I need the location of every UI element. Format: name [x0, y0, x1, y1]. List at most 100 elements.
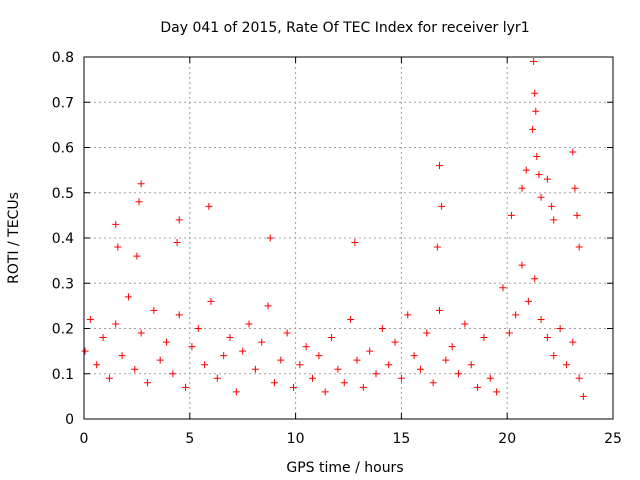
data-point [99, 334, 107, 342]
ticks-layer: 0 5 10 15 20 25 0 0.1 0.2 0.3 0.4 0.5 0.6 0.7 0.8 [52, 50, 622, 447]
y-tick-label: 0.1 [52, 367, 74, 383]
data-point [112, 220, 120, 228]
data-point [258, 338, 266, 346]
data-point [550, 352, 558, 360]
data-point [143, 379, 151, 387]
data-point [438, 202, 446, 210]
chart-title: Day 041 of 2015, Rate Of TEC Index for r… [160, 20, 529, 36]
y-tick-label: 0.6 [52, 141, 74, 157]
data-point [507, 211, 515, 219]
data-point [277, 356, 285, 364]
data-point [550, 216, 558, 224]
data-point [175, 311, 183, 319]
data-point [296, 361, 304, 369]
x-axis-label: GPS time / hours [286, 460, 403, 476]
data-point [302, 343, 310, 351]
data-point [461, 320, 469, 328]
data-point [535, 171, 543, 179]
data-point [175, 216, 183, 224]
x-tick-label: 5 [185, 431, 194, 447]
data-point [410, 352, 418, 360]
data-point [169, 370, 177, 378]
data-point [442, 356, 450, 364]
data-point [537, 315, 545, 323]
data-point [448, 343, 456, 351]
data-point [309, 374, 317, 382]
data-point [556, 325, 564, 332]
data-point [573, 211, 581, 219]
x-tick-label: 25 [604, 431, 622, 447]
data-point [505, 329, 513, 337]
data-point [351, 239, 359, 247]
y-tick-label: 0.8 [52, 50, 74, 66]
data-point [135, 198, 143, 206]
data-point [467, 361, 475, 369]
data-point [512, 311, 520, 319]
data-point [429, 379, 437, 387]
data-point [562, 361, 570, 369]
data-point [137, 180, 145, 188]
data-point [289, 383, 297, 391]
data-point [182, 383, 190, 391]
data-point [359, 383, 367, 391]
data-point [433, 243, 441, 251]
data-point [93, 361, 101, 369]
data-point [86, 315, 94, 323]
data-point [347, 315, 355, 323]
data-point [518, 261, 526, 269]
data-point [493, 388, 501, 396]
data-point [531, 89, 539, 97]
data-point [321, 388, 329, 396]
data-point [124, 293, 132, 301]
data-point [251, 365, 259, 373]
data-point [340, 379, 348, 387]
data-point [112, 320, 120, 328]
data-point [366, 347, 374, 355]
data-point [266, 234, 274, 242]
x-tick-label: 10 [287, 431, 305, 447]
data-point [156, 356, 164, 364]
y-tick-label: 0.2 [52, 322, 74, 338]
data-point [283, 329, 291, 337]
data-point [131, 365, 139, 373]
y-axis-label: ROTI / TECUs [6, 192, 22, 284]
data-point [105, 374, 113, 382]
data-point [575, 374, 583, 382]
data-point [270, 379, 278, 387]
data-point [530, 58, 538, 66]
data-point [372, 370, 380, 378]
series-0 [81, 261, 587, 400]
data-points-layer [81, 58, 587, 400]
data-point [455, 370, 463, 378]
x-tick-label: 15 [392, 431, 410, 447]
data-point [133, 252, 141, 260]
data-point [114, 243, 122, 251]
data-point [543, 175, 551, 183]
data-point [524, 297, 532, 305]
data-point [397, 374, 405, 382]
grid-layer [84, 57, 613, 419]
data-point [474, 383, 482, 391]
y-tick-label: 0.7 [52, 95, 74, 111]
data-point [385, 361, 393, 369]
data-point [537, 193, 545, 201]
data-point [518, 184, 526, 192]
data-point [416, 365, 424, 373]
data-point [163, 338, 171, 346]
data-point [194, 325, 202, 332]
data-point [220, 352, 228, 360]
data-point [226, 334, 234, 342]
data-point [232, 388, 240, 396]
data-point [201, 361, 209, 369]
data-point [213, 374, 221, 382]
data-point [334, 365, 342, 373]
data-point [486, 374, 494, 382]
x-tick-label: 20 [498, 431, 516, 447]
data-point [533, 153, 541, 161]
data-point [480, 334, 488, 342]
data-point [150, 306, 158, 314]
data-point [548, 202, 556, 210]
data-point [328, 334, 336, 342]
data-point [575, 243, 583, 251]
